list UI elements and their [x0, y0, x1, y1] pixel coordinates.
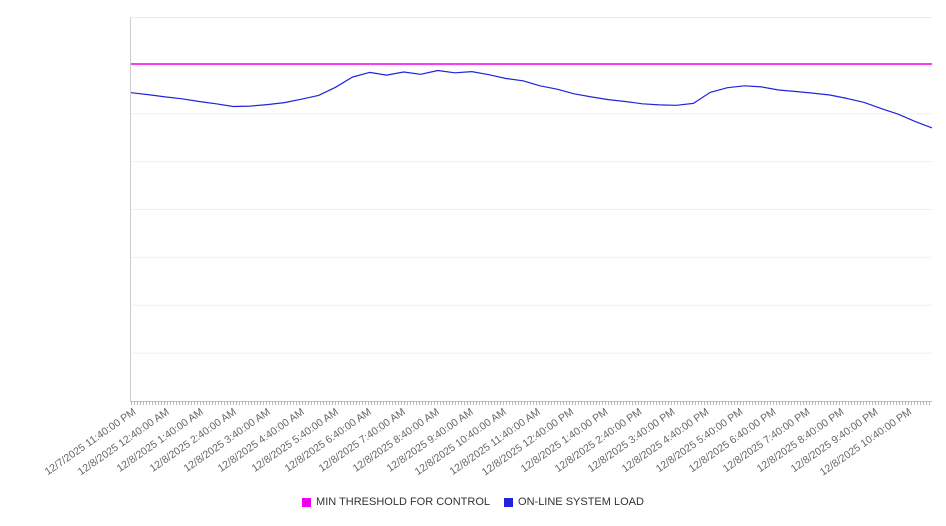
x-axis-label-text: 12/8/2025 5:40:00 AM: [249, 406, 341, 475]
x-axis-label-text: 12/8/2025 9:40:00 AM: [384, 406, 476, 475]
x-axis-label-text: 12/8/2025 7:40:00 PM: [720, 406, 813, 476]
chart-canvas: [131, 63, 932, 354]
x-axis-label-text: 12/8/2025 1:40:00 AM: [114, 406, 206, 475]
x-axis-label-text: 12/8/2025 3:40:00 AM: [181, 406, 273, 475]
x-axis-label-text: 12/8/2025 12:40:00 AM: [75, 406, 172, 479]
legend-item-0[interactable]: MIN THRESHOLD FOR CONTROL: [302, 496, 490, 508]
x-axis-label-text: 12/8/2025 12:40:00 PM: [480, 406, 577, 479]
x-axis-label-text: 12/8/2025 11:40:00 AM: [447, 406, 543, 478]
legend-label: ON-LINE SYSTEM LOAD: [518, 496, 644, 508]
plot-area: [130, 17, 932, 402]
x-axis-label-text: 12/8/2025 4:40:00 AM: [215, 406, 307, 475]
x-axis-label-text: 12/8/2025 6:40:00 AM: [282, 406, 374, 475]
x-axis-label-text: 12/8/2025 3:40:00 PM: [585, 406, 678, 476]
x-axis-label-text: 12/8/2025 8:40:00 PM: [754, 406, 847, 476]
legend-swatch: [302, 497, 312, 507]
x-axis-label-text: 12/8/2025 10:40:00 AM: [413, 406, 509, 479]
x-axis-label-text: 12/8/2025 7:40:00 AM: [316, 406, 408, 475]
x-axis-label-text: 12/8/2025 2:40:00 PM: [552, 406, 644, 476]
legend-label: MIN THRESHOLD FOR CONTROL: [316, 496, 491, 508]
x-axis-label-text: 12/8/2025 10:40:00 PM: [817, 406, 914, 479]
legend-item-1[interactable]: ON-LINE SYSTEM LOAD: [504, 496, 644, 508]
x-axis-label-text: 12/8/2025 4:40:00 PM: [619, 406, 712, 476]
x-axis-label-text: 12/8/2025 9:40:00 PM: [788, 406, 880, 476]
x-axis-label-text: 12/8/2025 5:40:00 PM: [653, 406, 745, 476]
series-line: [131, 69, 932, 129]
x-axis-label-text: 12/8/2025 8:40:00 AM: [350, 406, 442, 475]
x-axis-minor-ticks: [131, 401, 932, 405]
x-axis-label-text: 12/8/2025 1:40:00 PM: [518, 406, 611, 476]
x-axis-label-text: 12/8/2025 6:40:00 PM: [687, 406, 779, 476]
x-axis-label-text: 12/8/2025 2:40:00 AM: [148, 406, 240, 475]
x-axis-labels: 12/7/2025 11:40:00 PM 12/8/2025 12:40:00 …: [0, 406, 946, 498]
legend-swatch: [504, 497, 514, 507]
x-axis-label-text: 12/7/2025 11:40:00 PM: [42, 406, 138, 479]
chart-legend: MIN THRESHOLD FOR CONTROL ON-LINE SYSTEM …: [0, 496, 946, 508]
